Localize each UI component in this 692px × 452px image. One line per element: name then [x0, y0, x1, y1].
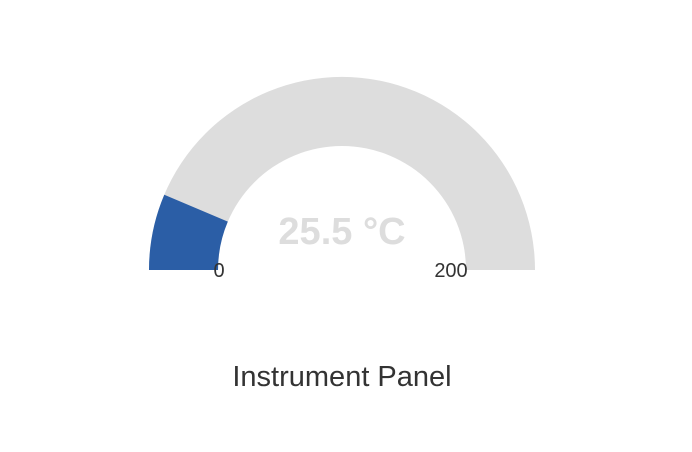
chart-title: Instrument Panel [232, 361, 451, 393]
gauge-value-label: 25.5 °C [278, 211, 405, 253]
gauge-min-label: 0 [213, 260, 224, 282]
gauge-value-arc [149, 194, 228, 270]
gauge-track-arc [148, 76, 535, 270]
gauge-max-label: 200 [434, 260, 467, 282]
